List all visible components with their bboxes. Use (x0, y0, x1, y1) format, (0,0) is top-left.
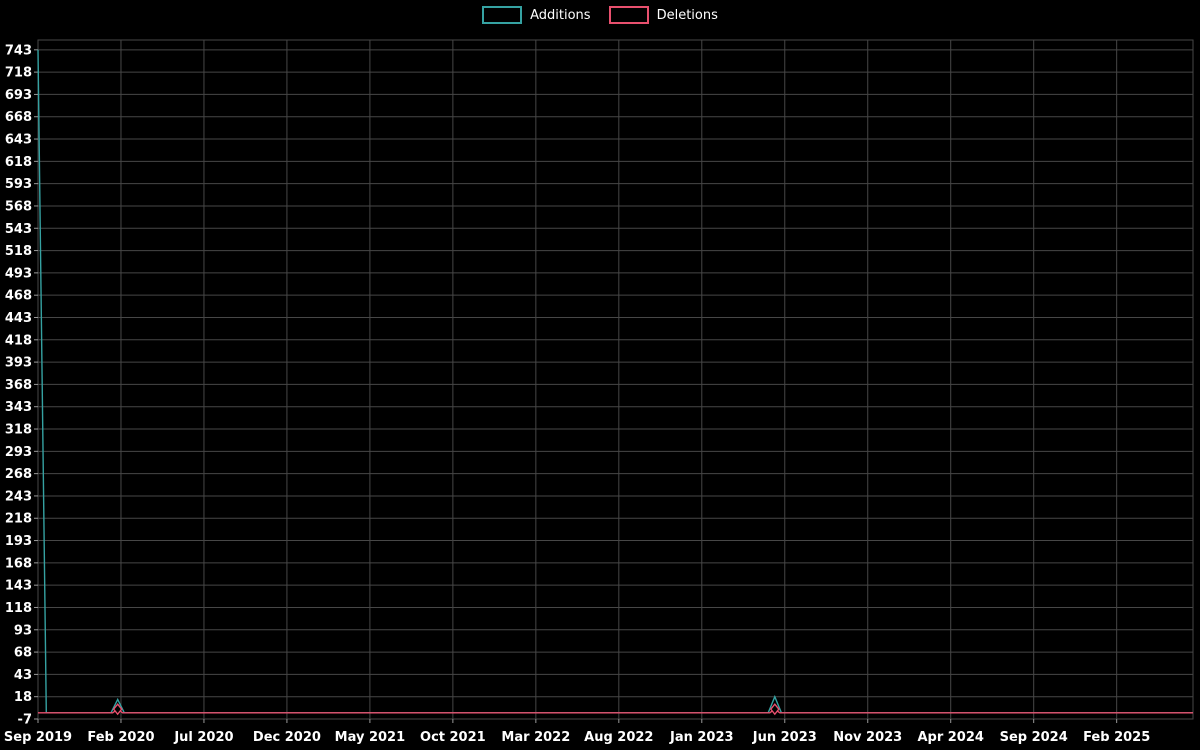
y-tick-label: 543 (5, 222, 32, 237)
x-tick-label: Mar 2022 (501, 730, 570, 745)
y-tick-label: 493 (5, 266, 32, 281)
y-tick-label: 693 (5, 88, 32, 103)
marker-diamond-deletions (112, 703, 123, 716)
y-tick-label: 468 (5, 289, 32, 304)
x-tick-label: Jun 2023 (752, 730, 817, 745)
y-tick-label: 43 (14, 668, 32, 683)
y-tick-label: 68 (14, 646, 32, 661)
x-tick-label: Aug 2022 (584, 730, 653, 745)
y-tick-label: 218 (5, 512, 32, 527)
additions-swatch-icon (482, 6, 523, 24)
y-tick-label: 268 (5, 467, 32, 482)
y-tick-label: 643 (5, 133, 32, 148)
x-tick-label: Apr 2024 (917, 730, 984, 745)
y-tick-label: 393 (5, 356, 32, 371)
x-tick-label: Jan 2023 (669, 730, 734, 745)
x-tick-label: Jul 2020 (173, 730, 233, 745)
plot-border (37, 39, 1194, 720)
y-tick-label: 118 (5, 601, 32, 616)
y-tick-label: 18 (14, 690, 32, 705)
y-tick-label: 518 (5, 244, 32, 259)
x-tick-label: Sep 2024 (1000, 730, 1068, 745)
x-tick-label: Feb 2025 (1083, 730, 1150, 745)
y-tick-label: 368 (5, 378, 32, 393)
y-tick-label: 243 (5, 489, 32, 504)
y-tick-label: 618 (5, 155, 32, 170)
y-tick-label: 568 (5, 199, 32, 214)
legend-label-additions: Additions (530, 7, 591, 23)
y-tick-label: 743 (5, 43, 32, 58)
marker-diamond-deletions (769, 703, 780, 716)
x-tick-label: Feb 2020 (87, 730, 154, 745)
x-tick-label: May 2021 (335, 730, 406, 745)
chart-legend: Additions Deletions (0, 6, 1200, 24)
y-tick-label: 343 (5, 400, 32, 415)
x-tick-label: Nov 2023 (833, 730, 902, 745)
deletions-swatch-icon (608, 6, 649, 24)
y-tick-label: 93 (14, 623, 32, 638)
y-tick-label: 668 (5, 110, 32, 125)
y-tick-label: 593 (5, 177, 32, 192)
y-tick-label: 293 (5, 445, 32, 460)
legend-item-additions[interactable]: Additions (482, 6, 591, 24)
y-tick-label: 143 (5, 579, 32, 594)
x-tick-label: Oct 2021 (420, 730, 486, 745)
y-tick-label: 193 (5, 534, 32, 549)
y-tick-label: 443 (5, 311, 32, 326)
y-tick-label: 168 (5, 556, 32, 571)
series-line-deletions (38, 708, 1193, 714)
y-tick-label: 418 (5, 333, 32, 348)
x-tick-label: Dec 2020 (253, 730, 321, 745)
legend-label-deletions: Deletions (656, 7, 718, 23)
y-tick-label: 718 (5, 66, 32, 81)
x-tick-label: Sep 2019 (4, 730, 72, 745)
y-tick-label: 318 (5, 423, 32, 438)
legend-item-deletions[interactable]: Deletions (608, 6, 718, 24)
y-tick-label: -7 (18, 713, 32, 728)
